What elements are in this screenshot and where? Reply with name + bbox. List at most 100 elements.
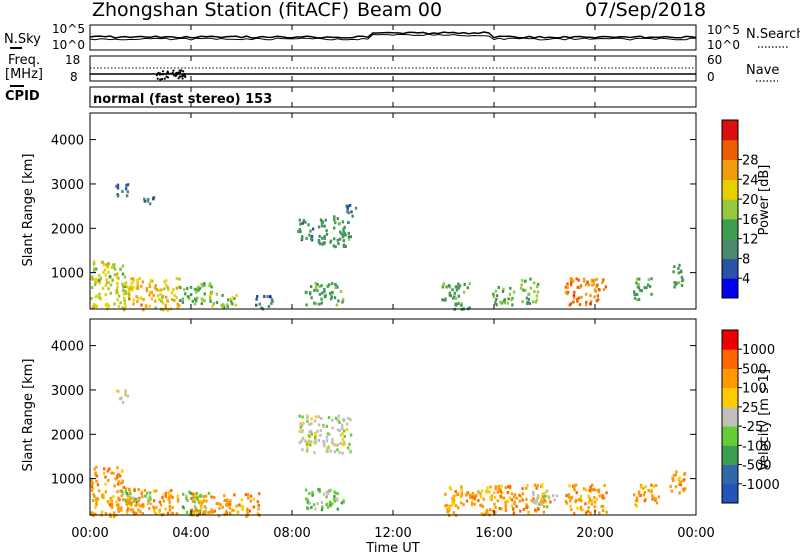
echo-cell xyxy=(481,505,485,508)
x-ticks: 00:00 04:00 08:00 12:00 16:00 20:00 00:00 xyxy=(71,25,715,541)
echo-cell xyxy=(181,505,185,509)
colorbar-swatch xyxy=(722,199,738,220)
echo-cell xyxy=(238,503,241,507)
echo-cell xyxy=(163,287,166,291)
echo-cell xyxy=(598,511,601,515)
echo-cell xyxy=(307,441,310,445)
echo-cell xyxy=(545,489,548,493)
echo-cell xyxy=(639,494,642,497)
echo-cell xyxy=(336,217,339,221)
echo-cell xyxy=(159,292,162,296)
nave-dip-dot xyxy=(174,74,177,78)
echo-cell xyxy=(460,488,463,492)
echo-cell xyxy=(328,432,331,436)
echo-cell xyxy=(535,294,538,298)
echo-cell xyxy=(468,282,471,286)
echo-cell xyxy=(501,290,505,293)
echo-cell xyxy=(149,491,152,495)
echo-cell xyxy=(298,414,301,418)
echo-cell xyxy=(584,283,588,287)
echo-cell xyxy=(117,304,121,308)
echo-cell xyxy=(573,290,576,294)
echo-cell xyxy=(252,505,256,509)
noise-right-label: N.Search xyxy=(746,27,800,42)
echo-cell xyxy=(168,504,171,508)
echo-cell xyxy=(317,488,320,492)
echo-cell xyxy=(310,429,313,433)
echo-cell xyxy=(249,499,252,503)
echo-cell xyxy=(154,512,158,516)
echo-cell xyxy=(543,495,546,499)
echo-cell xyxy=(460,491,463,495)
echo-cell xyxy=(650,277,653,281)
echo-cell xyxy=(148,285,152,289)
echo-cell xyxy=(565,494,568,498)
echo-cell xyxy=(130,501,133,505)
echo-cell xyxy=(92,305,96,309)
echo-cell xyxy=(444,298,447,302)
colorbar-tick-label: -25 xyxy=(742,420,763,435)
echo-cell xyxy=(208,296,212,300)
y-tick-label: 3000 xyxy=(51,178,84,193)
echo-cell xyxy=(525,296,529,300)
echo-cell xyxy=(215,301,219,305)
echo-cell xyxy=(199,509,202,512)
echo-cell xyxy=(342,499,345,503)
echo-cell xyxy=(190,508,194,512)
echo-cell xyxy=(642,486,645,490)
echo-cell xyxy=(336,498,339,502)
echo-cell xyxy=(149,497,152,501)
echo-cell xyxy=(489,496,492,500)
echo-cell xyxy=(586,509,590,513)
echo-cell xyxy=(123,282,127,286)
echo-cell xyxy=(527,511,530,515)
echo-cell xyxy=(228,506,232,510)
echo-cell xyxy=(510,492,514,496)
echo-cell xyxy=(231,508,234,512)
echo-cell xyxy=(318,285,321,289)
nave-label: Nave xyxy=(746,63,779,78)
echo-cell xyxy=(245,515,248,518)
echo-cell xyxy=(513,502,516,506)
echo-cell xyxy=(566,286,569,289)
echo-cell xyxy=(119,301,122,305)
echo-cell xyxy=(113,302,116,306)
echo-cell xyxy=(113,514,116,518)
echo-cell xyxy=(213,509,216,513)
echo-cell xyxy=(577,296,581,300)
echo-cell xyxy=(136,287,140,290)
echo-cell xyxy=(637,283,640,287)
echo-cell xyxy=(339,433,343,437)
echo-cell xyxy=(484,489,488,493)
echo-cell xyxy=(146,199,149,203)
echo-cell xyxy=(300,424,304,428)
echo-cell xyxy=(470,501,474,505)
echo-cell xyxy=(525,506,528,510)
echo-cell xyxy=(329,291,332,295)
echo-cell xyxy=(343,419,346,422)
echo-cell xyxy=(650,490,653,494)
echo-cell xyxy=(521,492,525,496)
echo-cell xyxy=(448,506,451,510)
echo-cell xyxy=(328,489,331,493)
echo-cell xyxy=(601,504,605,508)
echo-cell xyxy=(109,283,113,287)
echo-cell xyxy=(538,502,541,506)
echo-cell xyxy=(574,500,577,504)
echo-cell xyxy=(329,297,333,301)
echo-cell xyxy=(534,300,537,304)
echo-cell xyxy=(198,511,201,515)
echo-cell xyxy=(123,302,127,306)
echo-cell xyxy=(570,281,573,285)
echo-cell xyxy=(225,510,228,514)
echo-cell xyxy=(673,285,676,289)
echo-cell xyxy=(169,494,173,498)
echo-cell xyxy=(565,501,569,505)
echo-cell xyxy=(319,218,323,222)
echo-cell xyxy=(536,497,539,501)
echo-cell xyxy=(104,475,107,479)
echo-cell xyxy=(305,303,308,307)
echo-cell xyxy=(203,283,206,287)
echo-cell xyxy=(123,296,126,300)
echo-cell xyxy=(593,295,596,299)
